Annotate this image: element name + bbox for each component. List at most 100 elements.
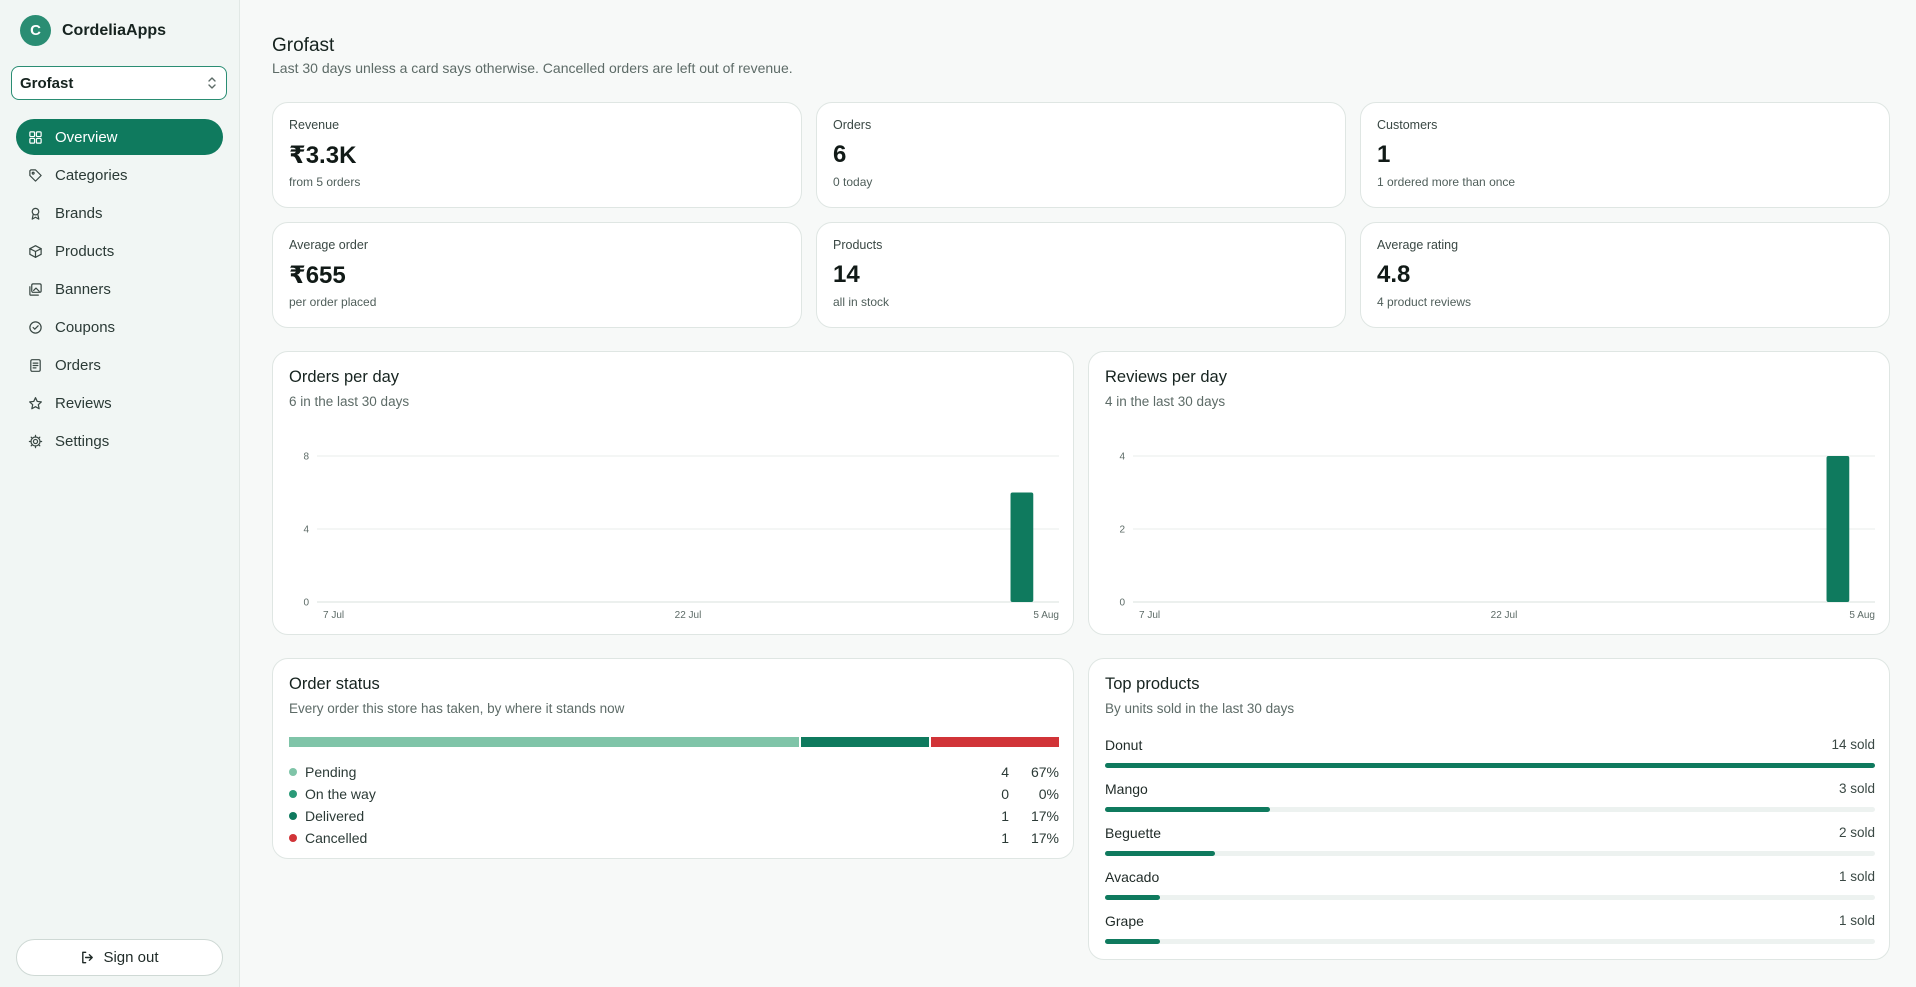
sidebar-item-reviews[interactable]: Reviews — [16, 385, 223, 421]
status-name: Pending — [305, 764, 357, 780]
stat-value: ₹655 — [289, 262, 346, 289]
x-tick-label: 7 Jul — [1139, 610, 1160, 621]
sidebar-item-brands[interactable]: Brands — [16, 195, 223, 231]
main-content: Grofast Last 30 days unless a card says … — [240, 0, 1916, 987]
y-tick-label: 8 — [303, 452, 309, 463]
status-name: On the way — [305, 786, 376, 802]
order-status-bar — [289, 737, 1059, 747]
star-icon — [29, 396, 42, 409]
sidebar-item-label: Banners — [55, 280, 111, 298]
sidebar-item-label: Settings — [55, 432, 110, 450]
top-product-track — [1105, 851, 1875, 856]
top-product-row: Avacado 1 sold — [1105, 869, 1875, 913]
sign-out-button[interactable]: Sign out — [16, 939, 223, 976]
status-dot — [289, 834, 297, 842]
stat-value: 6 — [833, 141, 847, 168]
top-product-sold: 3 sold — [1838, 781, 1875, 796]
reviews-per-day-card: Reviews per day 4 in the last 30 days 0 2… — [1088, 351, 1890, 635]
bar — [1010, 492, 1034, 602]
stat-card-orders: Orders 6 0 today — [816, 102, 1346, 208]
top-product-sold: 1 sold — [1838, 869, 1875, 884]
sidebar-item-products[interactable]: Products — [16, 233, 223, 269]
grid-icon — [29, 130, 42, 144]
top-product-track — [1105, 895, 1875, 900]
store-select[interactable]: Grofast — [11, 66, 227, 100]
sidebar: C CordeliaApps Grofast Overview Categorie… — [0, 0, 240, 987]
top-product-bar — [1105, 807, 1270, 812]
y-tick-label: 0 — [1119, 598, 1125, 609]
sidebar-item-banners[interactable]: Banners — [16, 271, 223, 307]
coupon-icon — [29, 320, 42, 334]
top-product-bar — [1105, 895, 1160, 900]
top-product-bar — [1105, 763, 1875, 768]
stat-label: Average rating — [1377, 238, 1459, 252]
top-products-card: Top products By units sold in the last 3… — [1088, 658, 1890, 960]
top-products-subtitle: By units sold in the last 30 days — [1105, 701, 1295, 716]
stat-note: per order placed — [289, 295, 377, 309]
status-percent: 17% — [1030, 808, 1059, 824]
brand-name: CordeliaApps — [62, 21, 167, 39]
y-tick-label: 2 — [1119, 525, 1125, 536]
bar — [1826, 456, 1850, 602]
stat-note: 4 product reviews — [1377, 295, 1472, 309]
stat-card-average-order: Average order ₹655 per order placed — [272, 222, 802, 328]
top-product-row: Grape 1 sold — [1105, 913, 1875, 957]
stat-label: Average order — [289, 238, 368, 252]
orders-per-day-chart: 0 4 8 7 Jul 22 Jul 5 Aug — [303, 452, 1059, 621]
status-percent: 67% — [1030, 764, 1059, 780]
top-product-row: Mango 3 sold — [1105, 781, 1875, 825]
stat-card-revenue: Revenue ₹3.3K from 5 orders — [272, 102, 802, 208]
stat-label: Revenue — [289, 118, 340, 132]
reviews-per-day-chart: 0 2 4 7 Jul 22 Jul 5 Aug — [1119, 452, 1875, 621]
tag-icon — [29, 168, 42, 182]
y-tick-label: 4 — [303, 525, 309, 536]
stat-value: 4.8 — [1377, 261, 1411, 288]
status-segment-delivered — [801, 737, 930, 747]
status-dot — [289, 812, 297, 820]
images-icon — [29, 282, 42, 296]
top-product-bar — [1105, 939, 1160, 944]
award-icon — [31, 207, 40, 220]
status-row: Delivered 1 17% — [289, 805, 1059, 827]
top-product-name: Avacado — [1105, 869, 1160, 885]
x-tick-label: 5 Aug — [1033, 610, 1059, 621]
stat-label: Orders — [833, 118, 872, 132]
sidebar-item-orders[interactable]: Orders — [16, 347, 223, 383]
sidebar-item-settings[interactable]: Settings — [16, 423, 223, 459]
sidebar-item-label: Overview — [55, 128, 118, 146]
page-subtitle: Last 30 days unless a card says otherwis… — [272, 60, 793, 76]
stat-value: 1 — [1377, 141, 1391, 168]
document-icon — [30, 358, 41, 372]
orders-per-day-card: Orders per day 6 in the last 30 days 0 4 8… — [272, 351, 1074, 635]
chart-title: Orders per day — [289, 368, 400, 386]
top-product-track — [1105, 763, 1875, 768]
order-status-list: Pending 4 67% On the way 0 0% Delivered 1 17% Can… — [289, 761, 1059, 849]
sidebar-nav: Overview Categories Brands Products Banners C… — [16, 119, 223, 461]
status-percent: 0% — [1038, 786, 1059, 802]
stat-card-products: Products 14 all in stock — [816, 222, 1346, 328]
x-tick-label: 5 Aug — [1849, 610, 1875, 621]
order-status-card: Order status Every order this store has … — [272, 658, 1074, 859]
sidebar-item-categories[interactable]: Categories — [16, 157, 223, 193]
status-segment-pending — [289, 737, 800, 747]
top-product-row: Beguette 2 sold — [1105, 825, 1875, 869]
y-tick-label: 0 — [303, 598, 309, 609]
store-select-value: Grofast — [20, 74, 74, 92]
top-product-name: Mango — [1105, 781, 1148, 797]
gear-icon — [28, 434, 43, 448]
x-tick-label: 22 Jul — [1491, 610, 1518, 621]
sidebar-item-label: Categories — [55, 166, 128, 184]
chevron-up-down-icon — [208, 77, 216, 89]
stat-label: Products — [833, 238, 883, 252]
sign-out-label: Sign out — [103, 949, 159, 966]
status-name: Cancelled — [305, 830, 368, 846]
stat-card-customers: Customers 1 1 ordered more than once — [1360, 102, 1890, 208]
top-product-name: Donut — [1105, 737, 1143, 753]
stat-card-average-rating: Average rating 4.8 4 product reviews — [1360, 222, 1890, 328]
sidebar-item-overview[interactable]: Overview — [16, 119, 223, 155]
sidebar-item-label: Brands — [55, 204, 103, 222]
status-row: Cancelled 1 17% — [289, 827, 1059, 849]
order-status-title: Order status — [289, 675, 380, 693]
sidebar-item-coupons[interactable]: Coupons — [16, 309, 223, 345]
chart-title: Reviews per day — [1105, 368, 1227, 386]
